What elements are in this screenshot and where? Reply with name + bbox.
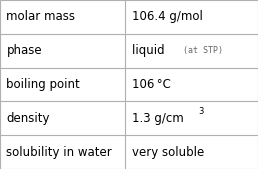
Text: density: density <box>6 112 50 125</box>
Text: boiling point: boiling point <box>6 78 80 91</box>
Text: molar mass: molar mass <box>6 10 75 23</box>
Text: very soluble: very soluble <box>132 146 204 159</box>
Text: 106.4 g/mol: 106.4 g/mol <box>132 10 203 23</box>
Text: liquid: liquid <box>132 44 172 57</box>
Text: solubility in water: solubility in water <box>6 146 112 159</box>
Text: 1.3 g/cm: 1.3 g/cm <box>132 112 183 125</box>
Text: (at STP): (at STP) <box>183 46 223 55</box>
Text: phase: phase <box>6 44 42 57</box>
Text: 3: 3 <box>198 107 204 116</box>
Text: 106 °C: 106 °C <box>132 78 171 91</box>
